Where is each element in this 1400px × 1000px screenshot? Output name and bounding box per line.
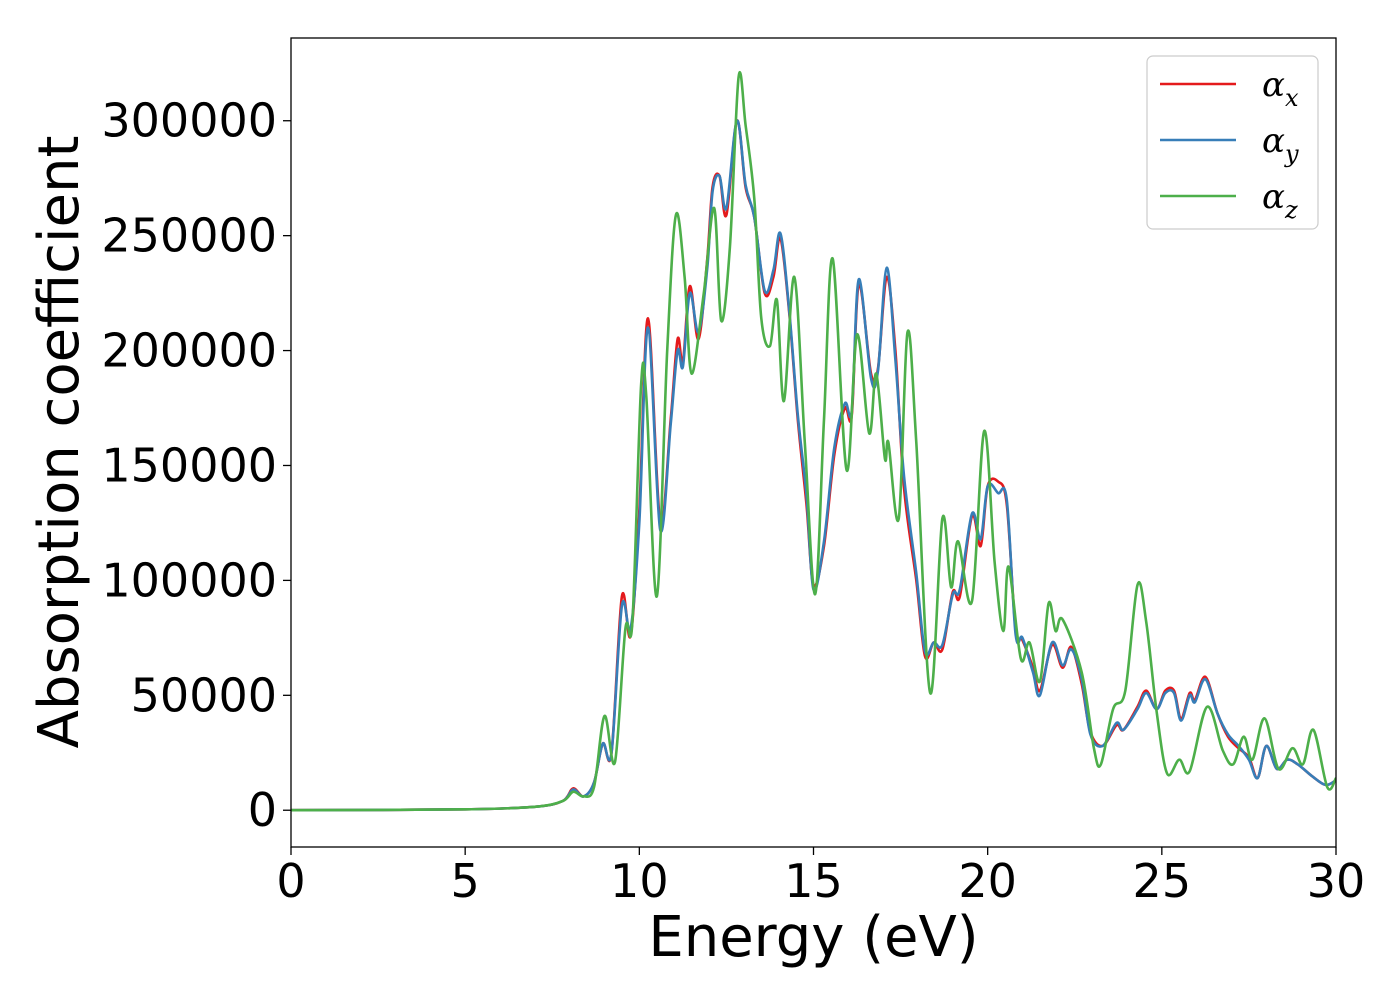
x-tick-label: 0 <box>276 854 305 908</box>
y-axis-label: Absorption coefficient <box>27 136 92 749</box>
x-axis-label: Energy (eV) <box>648 905 978 970</box>
y-axis-ticks: 0 50000 100000 150000 200000 250000 300000 <box>101 94 291 837</box>
x-tick-label: 25 <box>1133 854 1192 908</box>
legend-frame <box>1146 55 1319 230</box>
legend-label-z: αz <box>1262 177 1298 224</box>
y-tick-label: 250000 <box>101 209 277 263</box>
x-tick-label: 20 <box>958 854 1017 908</box>
y-tick-label: 0 <box>248 783 277 837</box>
y-tick-label: 200000 <box>101 324 277 378</box>
y-tick-label: 50000 <box>131 668 277 722</box>
legend-label-y: αy <box>1262 121 1299 168</box>
x-tick-label: 5 <box>451 854 480 908</box>
x-axis-ticks: 0 5 10 15 20 25 30 <box>276 847 1365 908</box>
series-line-z <box>291 71 1336 812</box>
legend-label-x: αx <box>1262 65 1299 112</box>
y-tick-label: 150000 <box>101 438 277 492</box>
y-tick-label: 300000 <box>101 94 277 148</box>
y-tick-label: 100000 <box>101 553 277 607</box>
x-tick-label: 15 <box>784 854 843 908</box>
x-tick-label: 10 <box>610 854 669 908</box>
x-tick-label: 30 <box>1307 854 1366 908</box>
legend: αx αy αz <box>1146 55 1319 230</box>
series-layer <box>291 71 1336 812</box>
series-line-y <box>291 119 1336 812</box>
